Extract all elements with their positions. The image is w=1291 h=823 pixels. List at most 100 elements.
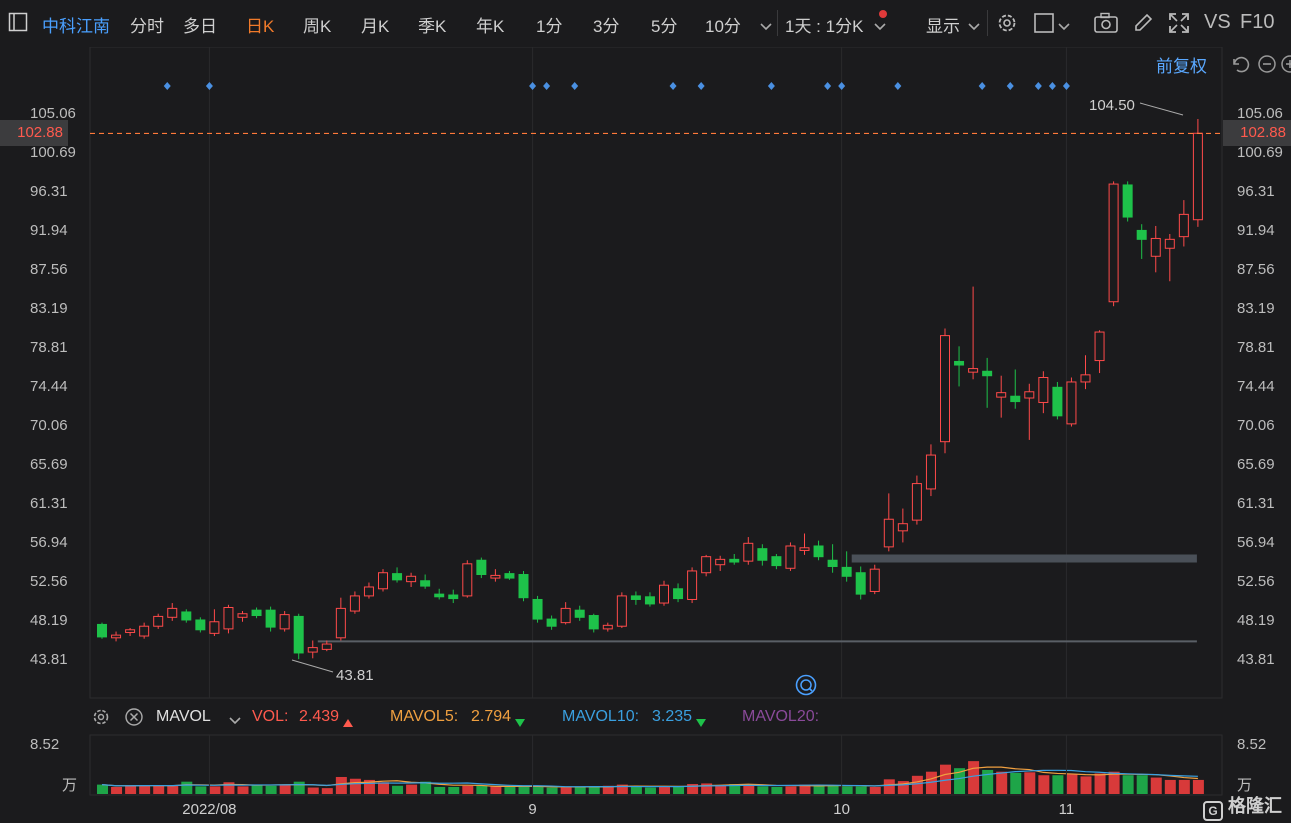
volume-bar[interactable] bbox=[1024, 772, 1036, 794]
volume-bar[interactable] bbox=[420, 781, 432, 794]
candle[interactable] bbox=[897, 508, 908, 543]
event-marker-icon[interactable] bbox=[1062, 82, 1070, 90]
volume-bar[interactable] bbox=[1052, 775, 1064, 794]
volume-bar[interactable] bbox=[504, 786, 516, 794]
candle[interactable] bbox=[687, 567, 698, 604]
event-marker-icon[interactable] bbox=[838, 82, 846, 90]
volume-bar[interactable] bbox=[307, 787, 319, 794]
volume-bar[interactable] bbox=[518, 786, 530, 794]
candle[interactable] bbox=[729, 554, 740, 565]
candle[interactable] bbox=[335, 597, 346, 641]
gear-icon[interactable] bbox=[995, 11, 1019, 40]
period-duori[interactable]: 多日 bbox=[183, 17, 217, 36]
period-rik[interactable]: 日K bbox=[246, 17, 275, 36]
pencil-icon[interactable] bbox=[1132, 11, 1154, 40]
volume-bar[interactable] bbox=[673, 786, 685, 794]
zoom-in-icon[interactable] bbox=[1279, 53, 1291, 80]
candle[interactable] bbox=[813, 540, 824, 561]
period-yuek[interactable]: 月K bbox=[361, 17, 390, 36]
volume-bar[interactable] bbox=[869, 786, 881, 794]
square-icon[interactable] bbox=[1033, 12, 1055, 39]
volume-chart[interactable]: 2022/08 9 10 11 bbox=[0, 730, 1291, 823]
volume-bar[interactable] bbox=[1178, 779, 1190, 794]
period-jik[interactable]: 季K bbox=[418, 17, 447, 36]
multi-period-select[interactable]: 1天 : 1分K bbox=[785, 17, 864, 36]
volume-bar[interactable] bbox=[771, 786, 783, 794]
event-marker-icon[interactable] bbox=[163, 82, 171, 90]
candle[interactable] bbox=[602, 622, 613, 632]
volume-bar[interactable] bbox=[701, 783, 713, 794]
candle[interactable] bbox=[715, 555, 726, 571]
period-1min[interactable]: 1分 bbox=[536, 17, 563, 36]
volume-bar[interactable] bbox=[251, 784, 263, 794]
candle[interactable] bbox=[504, 570, 515, 580]
candle[interactable] bbox=[701, 554, 712, 577]
volume-bar[interactable] bbox=[195, 786, 207, 794]
search-locate-icon[interactable] bbox=[795, 674, 817, 696]
period-5min[interactable]: 5分 bbox=[651, 17, 678, 36]
volume-bar[interactable] bbox=[785, 786, 797, 794]
chevron-down-icon[interactable] bbox=[759, 17, 773, 37]
candle[interactable] bbox=[855, 566, 866, 600]
candle[interactable] bbox=[476, 557, 487, 579]
candle[interactable] bbox=[279, 611, 290, 632]
candle[interactable] bbox=[406, 572, 417, 587]
candle[interactable] bbox=[996, 375, 1007, 418]
period-zhouk[interactable]: 周K bbox=[303, 17, 332, 36]
volume-bar[interactable] bbox=[911, 775, 923, 794]
volume-bar[interactable] bbox=[321, 788, 333, 794]
candle[interactable] bbox=[209, 609, 220, 637]
volume-bar[interactable] bbox=[392, 785, 404, 794]
candle[interactable] bbox=[490, 569, 501, 582]
display-menu[interactable]: 显示 bbox=[926, 17, 960, 36]
volume-bar[interactable] bbox=[349, 778, 361, 794]
volume-bar[interactable] bbox=[1122, 775, 1134, 794]
volume-bar[interactable] bbox=[1066, 774, 1078, 794]
volume-bar[interactable] bbox=[448, 786, 460, 794]
volume-bar[interactable] bbox=[560, 787, 572, 794]
volume-bar[interactable] bbox=[855, 786, 867, 794]
candle[interactable] bbox=[307, 640, 318, 659]
candle[interactable] bbox=[153, 613, 164, 629]
volume-bar[interactable] bbox=[968, 761, 980, 794]
candle[interactable] bbox=[841, 551, 852, 582]
candle[interactable] bbox=[1052, 381, 1063, 420]
volume-bar[interactable] bbox=[925, 771, 937, 794]
event-marker-icon[interactable] bbox=[529, 82, 537, 90]
candle[interactable] bbox=[181, 609, 192, 623]
candle[interactable] bbox=[1164, 233, 1175, 282]
volume-bar[interactable] bbox=[209, 786, 221, 794]
candle[interactable] bbox=[251, 607, 262, 619]
candle[interactable] bbox=[799, 533, 810, 555]
volume-bar[interactable] bbox=[588, 786, 600, 794]
candle[interactable] bbox=[1108, 181, 1119, 307]
undo-icon[interactable] bbox=[1228, 53, 1250, 80]
volume-bar[interactable] bbox=[954, 768, 966, 794]
chevron-down-icon[interactable] bbox=[1057, 17, 1071, 37]
zoom-out-icon[interactable] bbox=[1256, 53, 1278, 80]
event-marker-icon[interactable] bbox=[894, 82, 902, 90]
volume-bar[interactable] bbox=[897, 781, 909, 794]
volume-bar[interactable] bbox=[111, 786, 123, 794]
candle[interactable] bbox=[1136, 224, 1147, 259]
volume-bar[interactable] bbox=[827, 785, 839, 794]
camera-icon[interactable] bbox=[1093, 11, 1119, 40]
candle[interactable] bbox=[1094, 330, 1105, 374]
candle[interactable] bbox=[968, 286, 979, 380]
candle[interactable] bbox=[265, 606, 276, 632]
candle[interactable] bbox=[616, 592, 627, 628]
candle[interactable] bbox=[223, 604, 234, 634]
candle[interactable] bbox=[771, 554, 782, 570]
volume-bar[interactable] bbox=[602, 785, 614, 794]
volume-bar[interactable] bbox=[813, 785, 825, 794]
volume-bar[interactable] bbox=[378, 782, 389, 794]
candle[interactable] bbox=[1080, 355, 1091, 390]
candle[interactable] bbox=[925, 444, 936, 497]
candle[interactable] bbox=[237, 611, 248, 622]
candle[interactable] bbox=[659, 580, 669, 606]
candle[interactable] bbox=[954, 346, 965, 387]
candlestick-chart[interactable]: 104.50 43.81 bbox=[0, 47, 1291, 702]
volume-bar[interactable] bbox=[982, 769, 994, 794]
candle[interactable] bbox=[378, 569, 388, 592]
event-marker-icon[interactable] bbox=[1034, 82, 1042, 90]
